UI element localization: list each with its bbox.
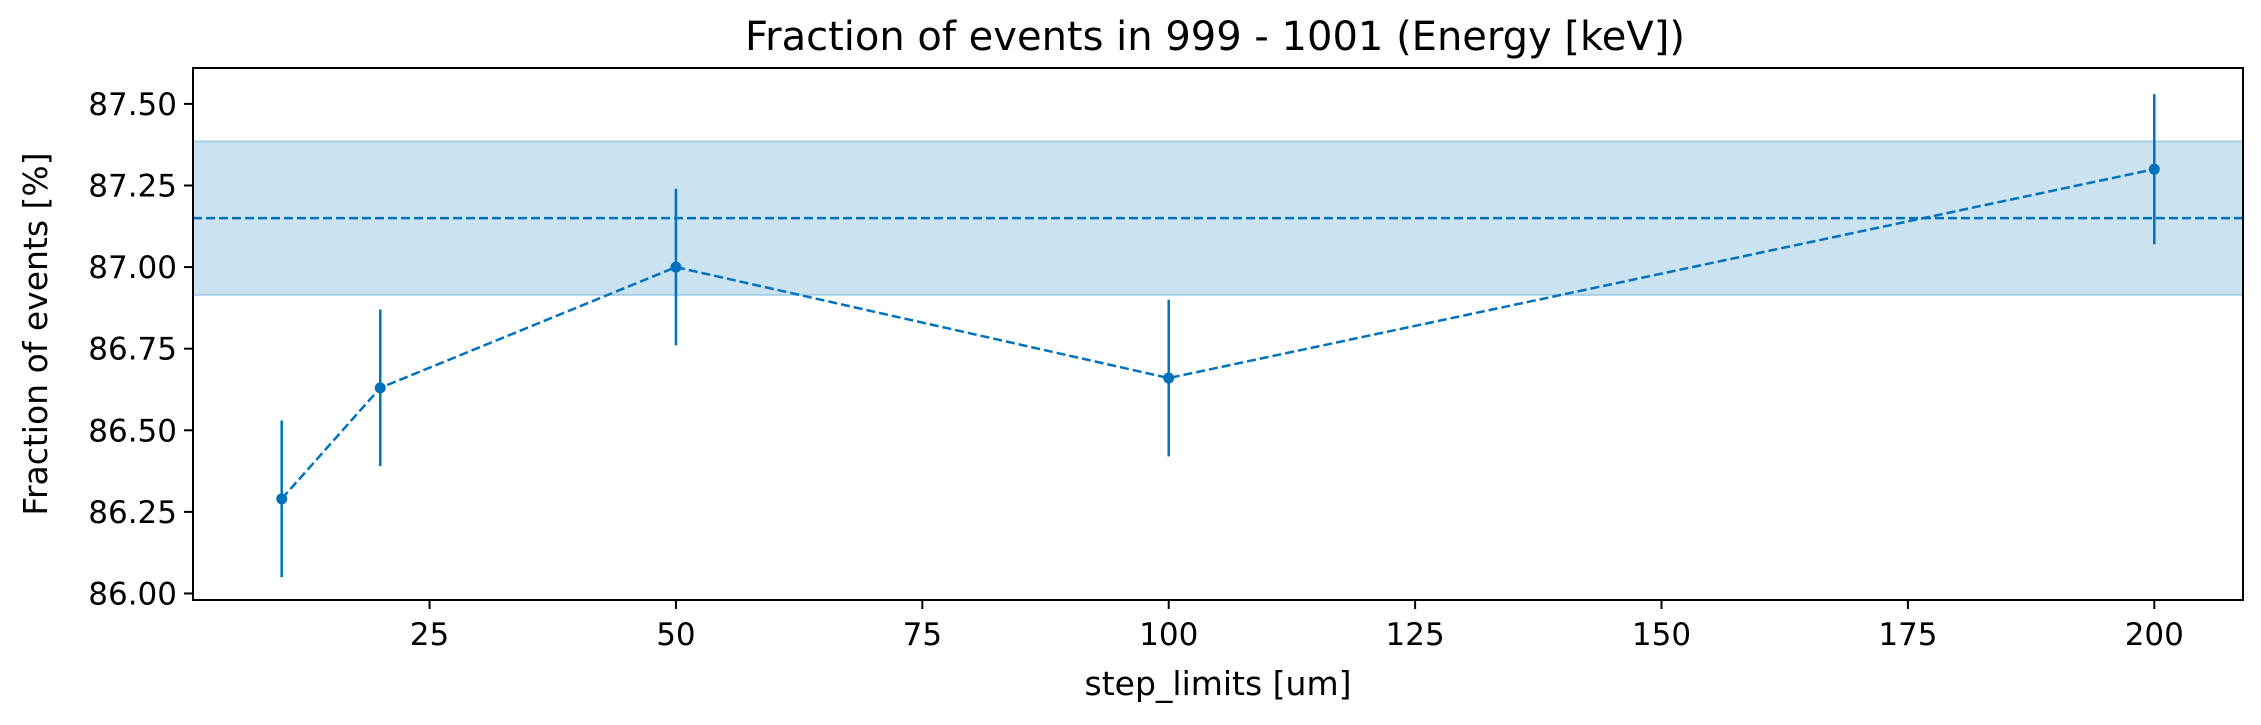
x-tick-label: 150 xyxy=(1632,617,1691,653)
y-axis-label: Fraction of events [%] xyxy=(16,152,55,515)
y-tick-label: 87.25 xyxy=(88,168,177,204)
y-tick-label: 87.50 xyxy=(88,87,177,123)
x-tick-label: 175 xyxy=(1878,617,1937,653)
chart-title: Fraction of events in 999 - 1001 (Energy… xyxy=(745,14,1685,60)
series-line xyxy=(280,167,2155,500)
data-point xyxy=(374,382,386,394)
y-tick-label: 86.25 xyxy=(88,495,177,531)
x-axis-label: step_limits [um] xyxy=(1085,664,1352,703)
x-tick-label: 200 xyxy=(2125,617,2184,653)
x-tick-label: 75 xyxy=(903,617,942,653)
x-tick-label: 25 xyxy=(410,617,449,653)
x-tick-label: 50 xyxy=(656,617,695,653)
data-point xyxy=(670,261,682,273)
x-axis: 25 50 75 100 125 150 175 200 xyxy=(410,600,2184,653)
data-point xyxy=(276,493,288,505)
y-tick-label: 86.00 xyxy=(88,576,177,612)
data-point xyxy=(1163,372,1175,384)
x-tick-label: 100 xyxy=(1139,617,1198,653)
plot-area-frame xyxy=(192,67,2244,601)
data-series xyxy=(276,94,2160,578)
y-tick-label: 86.50 xyxy=(88,413,177,449)
x-tick-label: 125 xyxy=(1386,617,1445,653)
y-tick-label: 86.75 xyxy=(88,332,177,368)
y-tick-label: 87.00 xyxy=(88,250,177,286)
y-axis: 86.00 86.25 86.50 86.75 87.00 87.25 87.50 xyxy=(88,87,193,612)
data-point xyxy=(2148,163,2160,175)
